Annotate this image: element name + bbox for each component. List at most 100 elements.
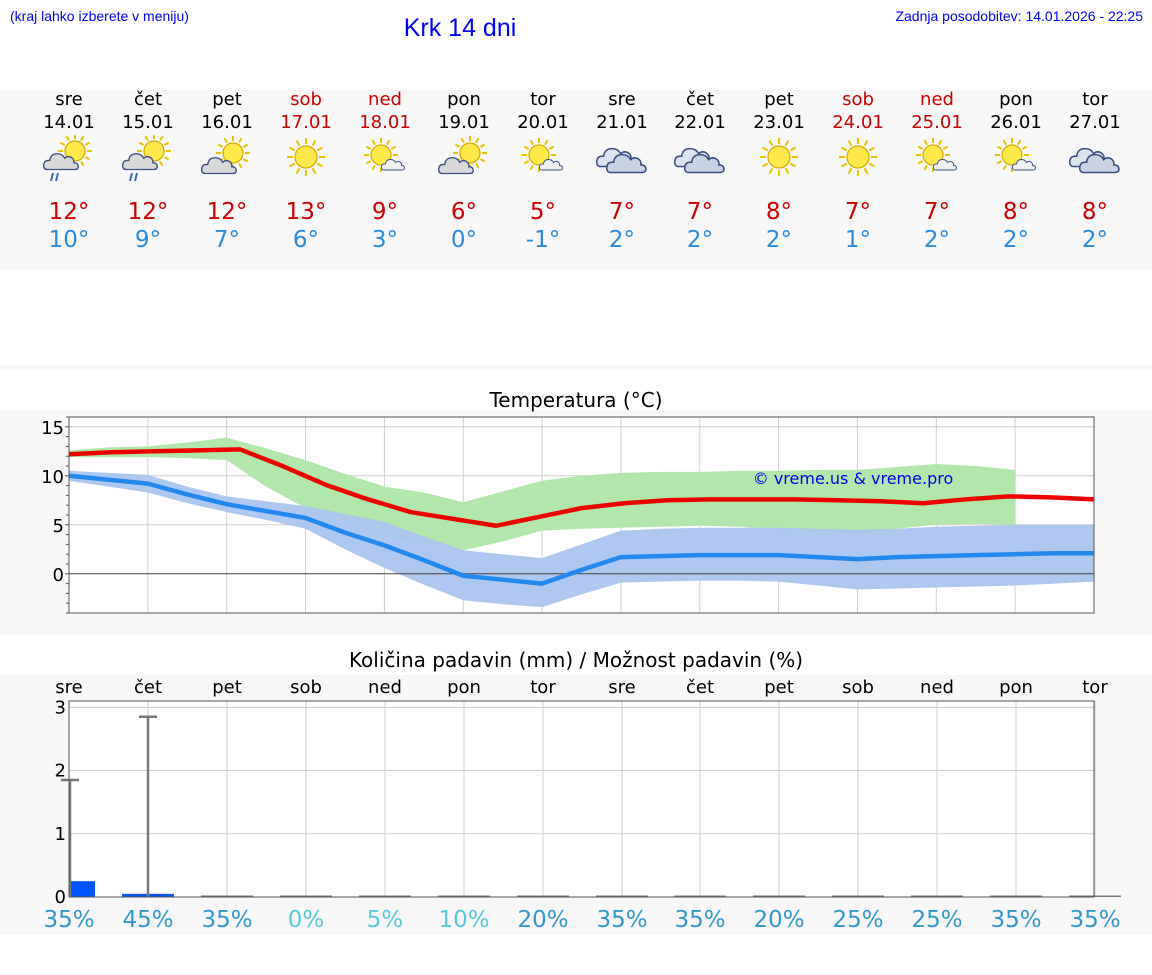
max-temperature: 7° — [923, 199, 951, 225]
max-temperature: 9° — [371, 199, 399, 225]
max-temperature: 12° — [206, 199, 248, 225]
precipitation-bar — [832, 895, 884, 897]
y-tick-label: 1 — [55, 824, 66, 845]
precipitation-probability: 35% — [596, 907, 647, 933]
watermark: © vreme.us & vreme.pro — [753, 469, 954, 488]
max-temperature: 8° — [765, 199, 793, 225]
max-temperature: 5° — [529, 199, 557, 225]
cloudy-icon — [595, 147, 647, 174]
day-name: tor — [1082, 89, 1108, 110]
y-tick-label: 3 — [55, 697, 66, 718]
sun-cloud-icon — [200, 136, 250, 175]
min-temperature-line — [68, 473, 1094, 586]
day-label: čet — [134, 677, 162, 698]
day-name: pet — [764, 89, 794, 110]
sun-small-cloud-icon — [522, 138, 563, 172]
day-date: 24.01 — [832, 112, 884, 133]
sun-cloud-rain-icon — [42, 135, 92, 182]
precipitation-probability: 20% — [517, 907, 568, 933]
day-date: 15.01 — [122, 112, 174, 133]
precipitation-probability: 35% — [43, 907, 94, 933]
max-temperature-line — [68, 447, 1095, 529]
day-label: tor — [530, 677, 556, 698]
temperature-chart-title: Temperatura (°C) — [489, 388, 663, 412]
day-name: pet — [212, 89, 242, 110]
max-temperature: 7° — [686, 199, 714, 225]
cloudy-icon — [673, 147, 725, 174]
day-label: ned — [920, 677, 954, 698]
day-label: tor — [1082, 677, 1108, 698]
precipitation-probability: 35% — [201, 907, 252, 933]
day-date: 22.01 — [674, 112, 726, 133]
sun-small-cloud-icon — [995, 138, 1036, 172]
min-temperature: 10° — [48, 227, 90, 253]
max-temperature: 7° — [844, 199, 872, 225]
day-label: ned — [368, 677, 402, 698]
precipitation-bar — [438, 895, 490, 897]
precipitation-bar — [517, 895, 569, 897]
y-tick-label: 0 — [55, 887, 66, 908]
day-date: 21.01 — [596, 112, 648, 133]
day-label: čet — [686, 677, 714, 698]
y-tick-label: 15 — [41, 418, 64, 439]
day-label: sre — [608, 677, 635, 698]
last-updated: Zadnja posodobitev: 14.01.2026 - 22:25 — [895, 8, 1143, 24]
precipitation-probability: 35% — [674, 907, 725, 933]
max-temperature: 6° — [450, 199, 478, 225]
plot-frame — [68, 700, 1095, 898]
precipitation-bar — [674, 895, 726, 897]
precipitation-bar — [753, 895, 805, 897]
y-tick-label: 10 — [41, 467, 64, 488]
min-temperature: 3° — [371, 227, 399, 253]
day-label: sob — [842, 677, 874, 698]
day-date: 18.01 — [359, 112, 411, 133]
plot-area — [69, 701, 1094, 897]
y-tick-label: 2 — [55, 761, 66, 782]
min-temperature: 6° — [292, 227, 320, 253]
y-tick-label: 5 — [53, 516, 64, 537]
day-label: pet — [212, 677, 242, 698]
precipitation-probability: 25% — [911, 907, 962, 933]
day-date: 23.01 — [753, 112, 805, 133]
page-title: Krk 14 dni — [403, 14, 517, 42]
min-temperature: 9° — [134, 227, 162, 253]
precipitation-probability: 35% — [990, 907, 1041, 933]
day-name: sre — [608, 89, 636, 110]
day-name: pon — [447, 89, 481, 110]
precipitation-bar — [990, 895, 1042, 897]
plot-frame — [68, 416, 1095, 614]
day-label: pon — [447, 677, 481, 698]
precipitation-probability: 45% — [122, 907, 173, 933]
separator-band — [0, 365, 1152, 370]
precipitation-bar — [280, 895, 332, 897]
max-temperature-band — [69, 437, 1016, 551]
day-date: 17.01 — [280, 112, 332, 133]
sun-cloud-icon — [437, 136, 487, 175]
sun-icon — [839, 138, 877, 176]
day-name: ned — [368, 89, 402, 110]
day-name: ned — [920, 89, 954, 110]
day-name: čet — [133, 89, 163, 110]
precipitation-bar — [201, 895, 253, 897]
precipitation-probability: 5% — [367, 907, 404, 933]
precipitation-bar — [596, 895, 648, 897]
sun-small-cloud-icon — [364, 138, 405, 172]
day-date: 19.01 — [438, 112, 490, 133]
y-tick-label: 0 — [53, 565, 64, 586]
precipitation-chart-title: Količina padavin (mm) / Možnost padavin … — [348, 648, 804, 672]
precipitation-probability: 25% — [832, 907, 883, 933]
max-temperature: 13° — [285, 199, 327, 225]
min-temperature: 2° — [1081, 227, 1109, 253]
max-temperature: 12° — [48, 199, 90, 225]
forecast-band — [0, 90, 1152, 270]
day-label: sob — [290, 677, 322, 698]
precipitation-probability: 20% — [753, 907, 804, 933]
day-name: čet — [685, 89, 715, 110]
day-name: sre — [55, 89, 83, 110]
day-name: sob — [290, 89, 322, 110]
day-label: sre — [55, 677, 82, 698]
day-date: 14.01 — [43, 112, 95, 133]
max-temperature: 12° — [127, 199, 169, 225]
max-temperature: 7° — [608, 199, 636, 225]
min-temperature: 0° — [450, 227, 478, 253]
